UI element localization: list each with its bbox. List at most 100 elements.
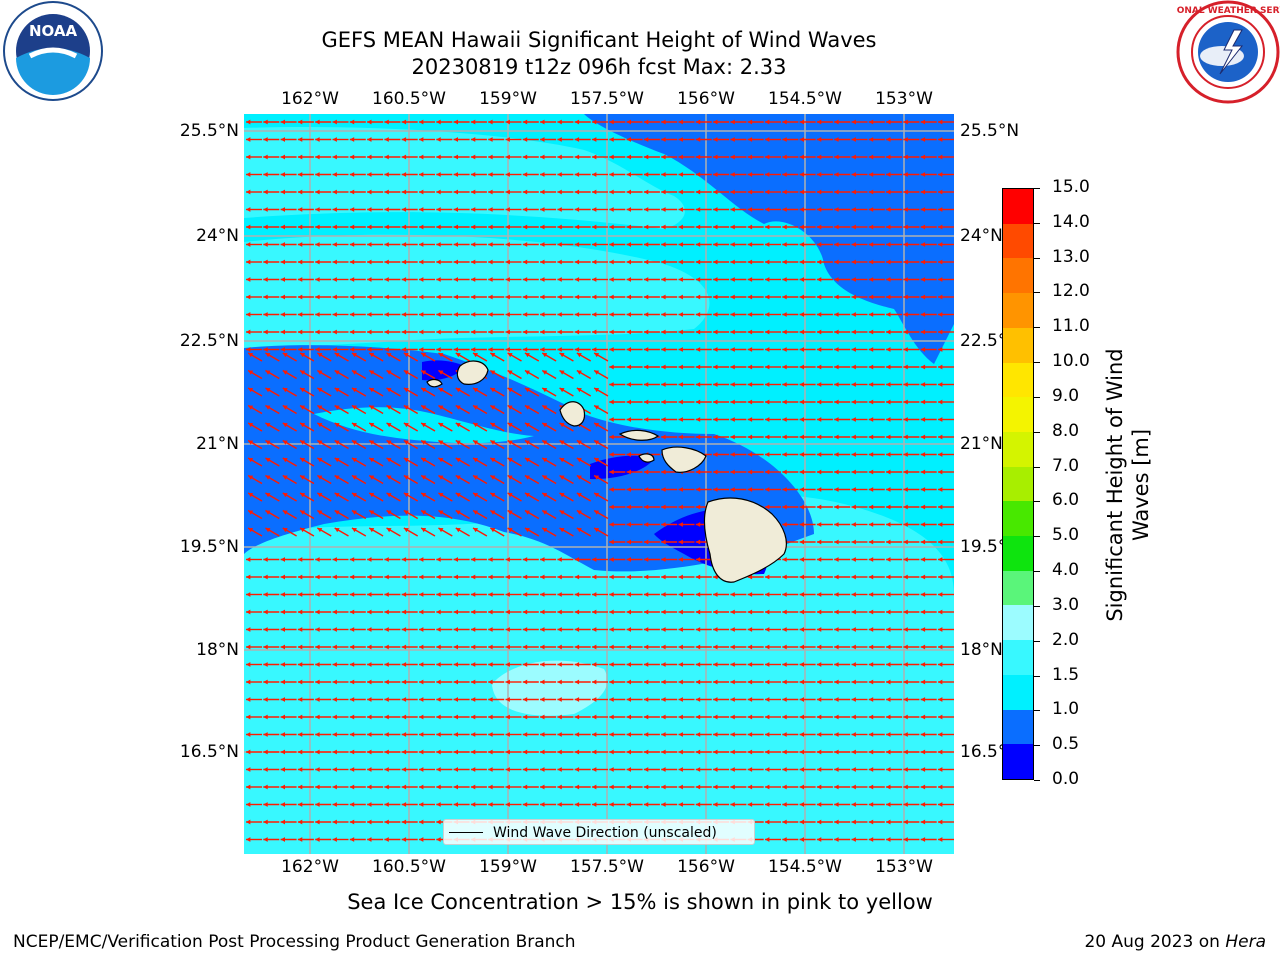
wave-direction-arrowhead <box>851 172 856 177</box>
wave-direction-arrowhead <box>661 644 666 650</box>
wave-direction-arrowhead <box>834 784 839 790</box>
wave-direction-arrowhead <box>730 487 735 492</box>
wave-direction-arrowhead <box>522 259 528 265</box>
wave-direction-arrowhead <box>730 259 735 265</box>
wave-direction-arrowhead <box>421 353 427 358</box>
wave-direction-arrowhead <box>730 154 735 160</box>
wave-direction-arrowhead <box>280 714 285 720</box>
wave-direction-arrowhead <box>263 592 268 597</box>
wave-direction-arrowhead <box>713 609 718 615</box>
wave-direction-arrowhead <box>505 189 510 195</box>
wave-direction-arrowhead <box>488 627 493 632</box>
wave-direction-arrowhead <box>609 662 614 667</box>
wave-direction-arrowhead <box>626 627 631 632</box>
legend-label: Wind Wave Direction (unscaled) <box>493 825 717 841</box>
wave-direction-arrowhead <box>470 574 476 580</box>
wave-direction-arrowhead <box>678 504 683 510</box>
wave-direction-arrowhead <box>903 837 908 842</box>
wave-direction-arrowhead <box>886 487 891 492</box>
wave-direction-arrowhead <box>626 784 631 790</box>
wave-direction-arrowhead <box>747 452 753 457</box>
wave-direction-arrowhead <box>609 154 614 160</box>
wave-direction-arrowhead <box>332 819 337 825</box>
wave-direction-arrowhead <box>401 644 407 650</box>
wave-direction-arrowhead <box>609 189 614 195</box>
wave-direction-arrowhead <box>505 679 510 685</box>
wave-direction-arrowhead <box>903 154 908 160</box>
wave-direction-arrowhead <box>419 592 424 597</box>
wave-direction-arrowhead <box>367 574 372 580</box>
wave-direction-arrowhead <box>592 662 597 667</box>
wave-direction-arrowhead <box>661 662 666 667</box>
wave-direction-arrowhead <box>507 405 513 410</box>
wave-direction-arrowhead <box>384 119 389 125</box>
wave-direction-arrowhead <box>903 504 908 510</box>
wave-direction-arrowhead <box>334 370 340 375</box>
wave-direction-arrowhead <box>868 522 874 527</box>
wave-direction-arrowhead <box>455 528 461 533</box>
wave-direction-arrowhead <box>246 294 251 300</box>
wave-direction-arrowhead <box>438 493 444 498</box>
wave-direction-arrowhead <box>490 405 496 410</box>
footer-date-text: 20 Aug 2023 on <box>1084 932 1226 952</box>
colorbar-segment <box>1003 431 1033 467</box>
colorbar-tick-mark <box>1034 222 1040 224</box>
colorbar-tick-mark <box>1034 362 1040 364</box>
wave-direction-arrowhead <box>592 119 597 125</box>
wave-direction-arrowhead <box>488 557 493 562</box>
wave-direction-arrowhead <box>938 242 943 247</box>
wave-direction-arrowhead <box>747 592 753 597</box>
wave-direction-arrowhead <box>799 487 804 492</box>
wave-direction-arrowhead <box>938 679 943 685</box>
wave-direction-arrowhead <box>661 714 666 720</box>
wave-direction-arrowhead <box>834 819 839 825</box>
wave-direction-arrowhead <box>315 242 320 247</box>
colorbar-tick-mark <box>1034 675 1040 677</box>
wave-direction-arrowhead <box>436 749 441 755</box>
wave-direction-arrowhead <box>816 819 822 825</box>
wave-direction-arrowhead <box>868 294 874 300</box>
wave-direction-arrowhead <box>938 522 943 527</box>
wave-direction-arrowhead <box>490 458 496 463</box>
wave-direction-arrowhead <box>334 440 340 445</box>
wave-direction-arrowhead <box>765 487 770 492</box>
wave-direction-arrowhead <box>317 493 323 498</box>
footer-date: 20 Aug 2023 on Hera <box>1084 932 1266 952</box>
wave-direction-arrowhead <box>505 154 510 160</box>
wave-direction-arrowhead <box>522 242 528 247</box>
wave-direction-arrowhead <box>334 510 340 515</box>
wave-direction-arrowhead <box>574 347 580 352</box>
wave-direction-arrowhead <box>868 802 874 807</box>
wave-direction-arrowhead <box>713 312 718 317</box>
wave-direction-arrowhead <box>868 277 874 282</box>
wave-direction-arrowhead <box>349 679 355 685</box>
wave-direction-arrowhead <box>920 837 926 842</box>
wave-direction-arrowhead <box>920 592 926 597</box>
wave-direction-arrowhead <box>505 137 510 142</box>
lon-label-top: 153°W <box>875 89 933 109</box>
wave-direction-arrowhead <box>246 189 251 195</box>
wave-direction-arrowhead <box>419 224 424 230</box>
wave-direction-arrowhead <box>678 627 683 632</box>
wave-direction-arrowhead <box>367 802 372 807</box>
wave-direction-arrowhead <box>609 574 614 580</box>
wave-direction-arrowhead <box>851 294 856 300</box>
wave-direction-arrowhead <box>557 784 562 790</box>
wave-direction-arrowhead <box>747 189 753 195</box>
wave-direction-arrowhead <box>678 592 683 597</box>
wave-direction-arrowhead <box>436 172 441 177</box>
wave-direction-arrowhead <box>626 172 631 177</box>
wave-direction-arrowhead <box>300 493 306 498</box>
wave-direction-arrowhead <box>678 557 683 562</box>
colorbar-tick-label: 12.0 <box>1052 281 1090 302</box>
wave-direction-arrowhead <box>453 592 458 597</box>
wave-direction-arrowhead <box>816 662 822 667</box>
wave-direction-arrowhead <box>661 154 666 160</box>
wave-direction-arrowhead <box>678 662 683 667</box>
wave-direction-arrowhead <box>334 475 340 480</box>
wave-direction-arrowhead <box>678 224 683 230</box>
wave-direction-arrowhead <box>470 137 476 142</box>
wave-direction-arrowhead <box>765 417 770 422</box>
wave-direction-arrowhead <box>470 189 476 195</box>
wave-direction-arrowhead <box>384 837 389 842</box>
